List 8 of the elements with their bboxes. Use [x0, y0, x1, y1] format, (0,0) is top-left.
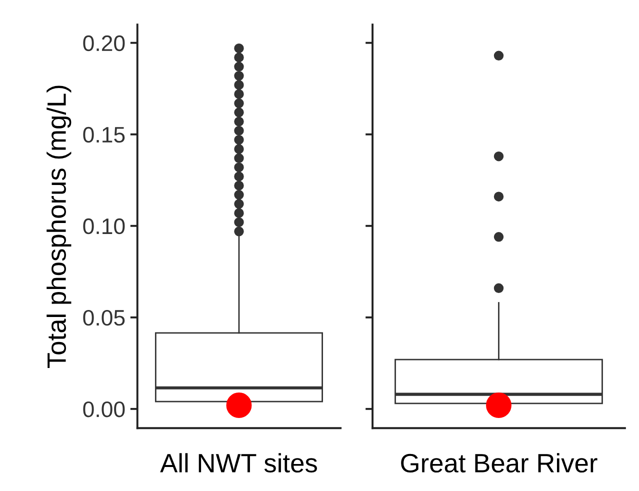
y-tick-label: 0.05: [83, 310, 125, 326]
y-tick-label: 0.00: [83, 401, 125, 418]
y-axis-title: Total phosphorus (mg/L): [46, 86, 72, 368]
y-tick-label: 0.15: [83, 126, 125, 143]
y-tick-label: 0.20: [83, 35, 125, 52]
x-tick-label: All NWT sites: [160, 453, 317, 473]
x-tick-label: Great Bear River: [401, 453, 598, 473]
y-tick-label: 0.10: [83, 218, 125, 234]
